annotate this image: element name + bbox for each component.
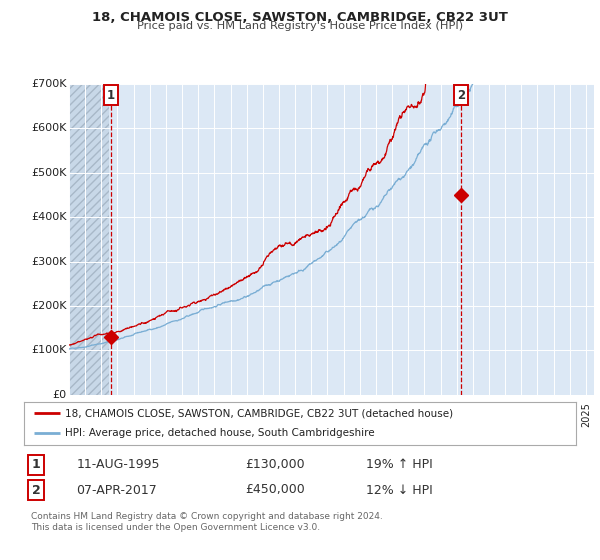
Text: £600K: £600K — [31, 123, 67, 133]
Text: £100K: £100K — [31, 346, 67, 356]
Text: £200K: £200K — [31, 301, 67, 311]
Text: 1: 1 — [107, 88, 115, 102]
Text: 2: 2 — [457, 88, 465, 102]
Text: 19% ↑ HPI: 19% ↑ HPI — [366, 459, 433, 472]
Text: £300K: £300K — [31, 256, 67, 267]
Text: Price paid vs. HM Land Registry's House Price Index (HPI): Price paid vs. HM Land Registry's House … — [137, 21, 463, 31]
Text: £0: £0 — [52, 390, 67, 400]
Text: £700K: £700K — [31, 79, 67, 89]
Text: 18, CHAMOIS CLOSE, SAWSTON, CAMBRIDGE, CB22 3UT: 18, CHAMOIS CLOSE, SAWSTON, CAMBRIDGE, C… — [92, 11, 508, 24]
Text: Contains HM Land Registry data © Crown copyright and database right 2024.: Contains HM Land Registry data © Crown c… — [31, 512, 382, 521]
Text: This data is licensed under the Open Government Licence v3.0.: This data is licensed under the Open Gov… — [31, 523, 320, 532]
Text: 07-APR-2017: 07-APR-2017 — [76, 483, 157, 497]
Text: 12% ↓ HPI: 12% ↓ HPI — [366, 483, 433, 497]
Text: 1: 1 — [32, 459, 41, 472]
Text: £500K: £500K — [31, 168, 67, 178]
Text: 18, CHAMOIS CLOSE, SAWSTON, CAMBRIDGE, CB22 3UT (detached house): 18, CHAMOIS CLOSE, SAWSTON, CAMBRIDGE, C… — [65, 408, 454, 418]
Bar — [69, 84, 109, 395]
Text: 11-AUG-1995: 11-AUG-1995 — [76, 459, 160, 472]
Text: £400K: £400K — [31, 212, 67, 222]
Text: 2: 2 — [32, 483, 41, 497]
Text: £450,000: £450,000 — [245, 483, 305, 497]
Text: £130,000: £130,000 — [245, 459, 304, 472]
Text: HPI: Average price, detached house, South Cambridgeshire: HPI: Average price, detached house, Sout… — [65, 428, 375, 438]
